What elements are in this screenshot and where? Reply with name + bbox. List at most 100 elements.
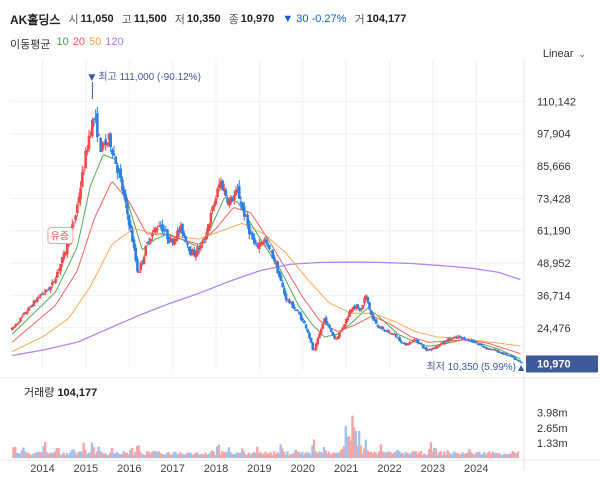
volume-bar	[331, 453, 334, 458]
candle-body	[122, 190, 126, 196]
candle-body	[229, 196, 233, 204]
volume-bar	[396, 449, 399, 458]
volume-bar	[179, 452, 182, 458]
candle-body	[303, 320, 306, 324]
volume-bar	[55, 448, 59, 458]
candle-body	[299, 313, 303, 320]
volume-bar	[79, 451, 82, 458]
volume-bar	[401, 452, 404, 458]
candle-body	[465, 340, 468, 342]
last-price-badge	[526, 355, 598, 373]
scale-dropdown[interactable]: Linear ⌄	[543, 48, 586, 60]
volume-bar	[207, 453, 211, 458]
volume-bar	[119, 454, 122, 458]
volume-bar	[12, 447, 15, 458]
volume-bar	[296, 451, 299, 458]
candle-body	[501, 352, 505, 355]
candle-body	[62, 252, 66, 259]
candle-body	[124, 194, 128, 203]
candle-body	[354, 305, 358, 309]
candle-body	[184, 236, 188, 243]
candle-body	[468, 340, 472, 342]
candle-body	[119, 168, 123, 179]
candle-body	[261, 241, 264, 245]
volume-bar	[204, 452, 207, 458]
candle-body	[466, 339, 470, 341]
chevron-down-icon: ⌄	[578, 48, 586, 59]
volume-bar	[28, 454, 32, 458]
candle-body	[126, 202, 129, 215]
candle-body	[39, 295, 42, 297]
volume-tick-label: 1.33m	[537, 438, 568, 450]
volume-bar	[376, 454, 379, 458]
ma-line-10	[11, 154, 521, 360]
candle-body	[91, 120, 94, 137]
candle-body	[75, 204, 79, 214]
candle-body	[308, 332, 311, 339]
volume-bar	[381, 451, 384, 458]
candle-body	[194, 253, 198, 258]
candle-body	[227, 200, 231, 206]
candle-body	[428, 349, 431, 351]
volume-bar	[95, 451, 99, 458]
volume-bar	[431, 451, 434, 458]
candle-body	[293, 306, 296, 309]
moving-average-legend[interactable]: 이동평균 10 20 50 120	[10, 36, 124, 52]
volume-bar	[436, 455, 439, 458]
candle-body	[224, 189, 228, 197]
volume-bar	[82, 442, 85, 458]
candle-body	[29, 306, 32, 308]
candle-body	[359, 309, 363, 311]
volume-bar	[60, 454, 64, 458]
candle-body	[486, 348, 490, 350]
candle-body	[64, 252, 67, 254]
volume-bar	[311, 445, 314, 458]
candle-body	[166, 229, 169, 240]
volume-bar	[33, 452, 37, 458]
candle-body	[476, 343, 480, 345]
volume-bar	[224, 452, 227, 458]
candle-body	[147, 241, 151, 243]
volume-bar	[383, 451, 386, 458]
year-tick-label: 2019	[247, 463, 271, 475]
candle-body	[89, 133, 92, 135]
candle-body	[186, 243, 189, 245]
volume-bar	[317, 451, 321, 458]
candle-body	[481, 345, 485, 347]
volume-bar	[139, 451, 142, 458]
candle-body	[336, 336, 340, 340]
candle-body	[96, 113, 99, 138]
candle-body	[19, 317, 22, 322]
volume-bar	[23, 451, 27, 458]
candle-body	[54, 278, 57, 284]
low-marker-label: 최저 10,350 (5.99%)	[426, 361, 516, 373]
volume-bar	[277, 453, 281, 458]
candle-body	[383, 330, 386, 332]
volume-bar	[89, 452, 92, 458]
volume-bar	[264, 451, 267, 458]
volume-bar	[40, 452, 44, 458]
candle-body	[191, 251, 194, 256]
volume-bar	[226, 451, 229, 458]
volume-bar	[416, 454, 419, 458]
volume-bar	[30, 454, 34, 458]
candle-body	[409, 342, 413, 344]
volume-bar	[160, 454, 164, 458]
candle-body	[443, 340, 446, 344]
candle-body	[379, 327, 383, 329]
volume-bar	[59, 454, 62, 458]
candle-body	[431, 348, 435, 350]
candle-body	[231, 199, 234, 201]
volume-bar	[205, 454, 209, 458]
candle-body	[74, 215, 77, 221]
low-marker-arrow: ▲	[518, 363, 525, 372]
candle-body	[278, 271, 281, 277]
candle-body	[86, 150, 89, 152]
volume-bar	[251, 453, 254, 458]
candle-body	[470, 339, 473, 341]
open-label: 시	[68, 14, 79, 26]
year-tick-label: 2014	[30, 463, 54, 475]
candle-body	[351, 307, 355, 311]
volume-bar	[411, 451, 414, 458]
